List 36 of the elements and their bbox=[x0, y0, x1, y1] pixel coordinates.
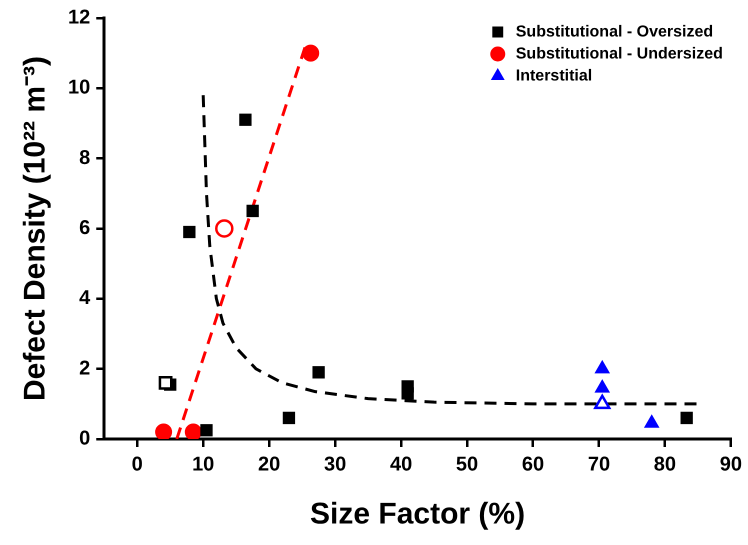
x-tick-label: 30 bbox=[324, 454, 346, 476]
x-tick-label: 80 bbox=[654, 454, 676, 476]
x-tick-label: 70 bbox=[588, 454, 610, 476]
point bbox=[184, 423, 202, 439]
point bbox=[246, 204, 259, 218]
x-tick-label: 40 bbox=[390, 454, 412, 476]
x-tick-label: 60 bbox=[522, 454, 544, 476]
y-tick-label: 0 bbox=[79, 428, 90, 450]
y-tick-label: 8 bbox=[79, 146, 90, 169]
x-tick-label: 20 bbox=[258, 454, 280, 476]
y-tick-label: 10 bbox=[68, 76, 90, 99]
x-axis-title: Size Factor (%) bbox=[310, 497, 526, 530]
y-tick-label: 12 bbox=[68, 6, 90, 29]
legend-label: Substitutional - Undersized bbox=[516, 45, 723, 62]
point bbox=[402, 387, 414, 400]
line-series bbox=[202, 94, 700, 406]
x-tick-label: 10 bbox=[192, 454, 214, 476]
legend-label: Interstitial bbox=[516, 67, 592, 84]
point bbox=[312, 366, 325, 378]
legend-label: Substitutional - Oversized bbox=[516, 23, 714, 40]
point bbox=[215, 219, 234, 238]
point bbox=[200, 424, 213, 436]
point bbox=[680, 412, 693, 424]
point bbox=[239, 114, 252, 126]
point bbox=[302, 44, 320, 62]
y-tick-label: 4 bbox=[79, 287, 92, 310]
point bbox=[282, 412, 296, 424]
x-tick-label: 90 bbox=[720, 454, 742, 476]
x-tick-label: 0 bbox=[132, 454, 143, 476]
x-tick-label: 50 bbox=[456, 454, 478, 476]
y-tick-label: 2 bbox=[79, 357, 90, 380]
point bbox=[158, 376, 172, 390]
y-axis-title: Defect Density (10²² m⁻³) bbox=[18, 56, 52, 402]
y-tick-label: 6 bbox=[79, 217, 90, 240]
point bbox=[183, 226, 196, 238]
point bbox=[155, 423, 172, 439]
